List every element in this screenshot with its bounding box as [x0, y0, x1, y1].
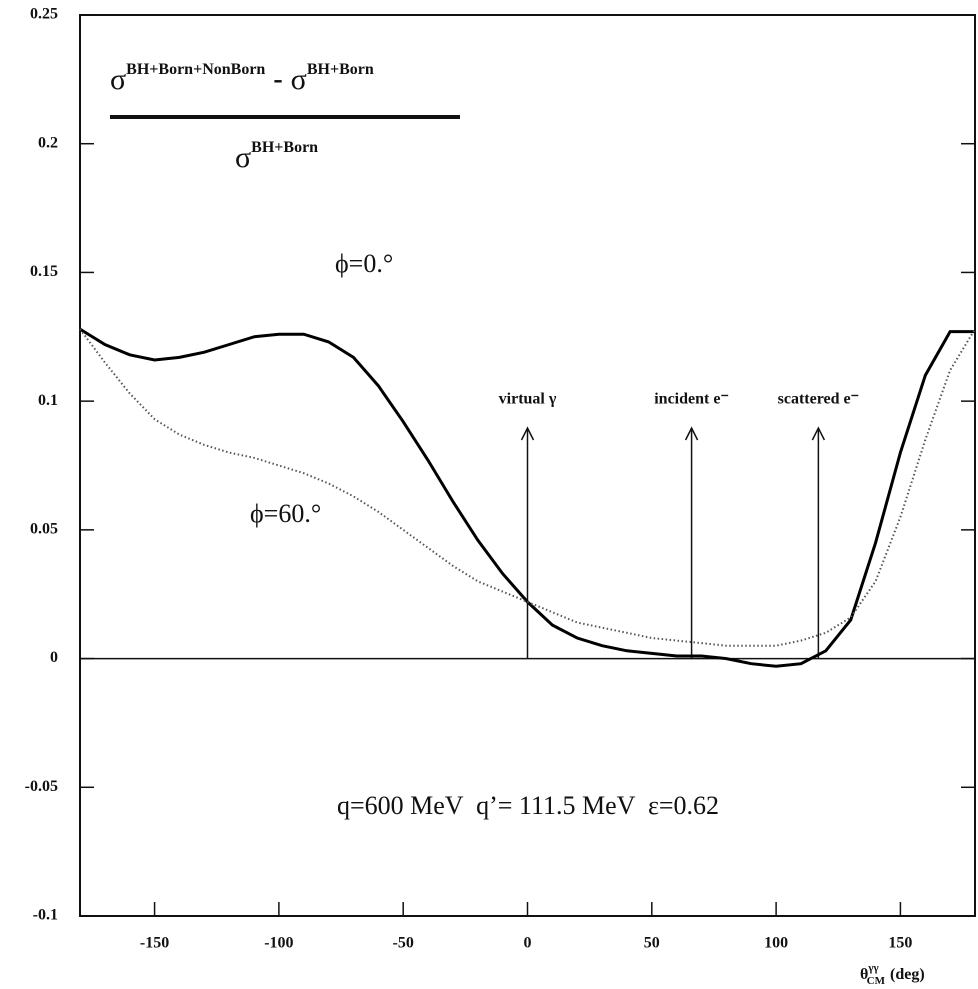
y-tick-label: -0.05: [25, 778, 58, 795]
x-label-sup: γγ: [867, 962, 878, 974]
y-tick-label: 0.25: [30, 6, 58, 23]
x-tick-label: -50: [393, 935, 414, 952]
x-axis-label: θγγ CM (deg): [860, 962, 925, 987]
formula-sigma: σ: [110, 63, 126, 96]
x-label-base: θ: [860, 966, 868, 983]
arrow-head: [684, 426, 699, 441]
x-tick-label: 0: [524, 935, 532, 952]
x-tick-label: 150: [888, 935, 912, 952]
x-label-sub: CM: [867, 975, 886, 987]
formula-sigma: σ: [291, 63, 307, 96]
formula-sup: BH+Born+NonBorn: [126, 61, 265, 78]
arrow-label: virtual γ: [499, 391, 557, 408]
formula-sup: BH+Born: [251, 139, 318, 156]
formula-sigma: σ: [235, 141, 251, 174]
y-tick-label: 0.1: [38, 392, 58, 409]
x-tick-label: 100: [764, 935, 788, 952]
arrow-head: [811, 426, 826, 441]
arrow-label: incident e⁻: [654, 391, 729, 408]
x-tick-label: 50: [644, 935, 660, 952]
curve-label: ϕ=60.°: [250, 499, 321, 528]
y-tick-label: 0.15: [30, 263, 58, 280]
y-tick-label: -0.1: [33, 907, 58, 924]
y-tick-label: 0.2: [38, 134, 58, 151]
series-line: [79, 328, 976, 647]
formula-denominator: σBH+Born: [235, 139, 318, 174]
y-tick-label: 0.05: [30, 521, 58, 538]
formula-op: -: [273, 64, 282, 95]
arrow-label: scattered e⁻: [778, 391, 859, 408]
x-label-unit: (deg): [890, 966, 925, 983]
curve-label: ϕ=0.°: [335, 249, 393, 278]
formula-sup: BH+Born: [307, 61, 374, 78]
conditions: q=600 MeV q’= 111.5 MeV ε=0.62: [337, 791, 719, 820]
formula-numerator: σBH+Born+NonBorn - σBH+Born: [110, 61, 374, 96]
y-tick-label: 0: [50, 649, 58, 666]
x-tick-label: -100: [264, 935, 293, 952]
x-tick-label: -150: [140, 935, 169, 952]
arrow-head: [520, 426, 535, 441]
